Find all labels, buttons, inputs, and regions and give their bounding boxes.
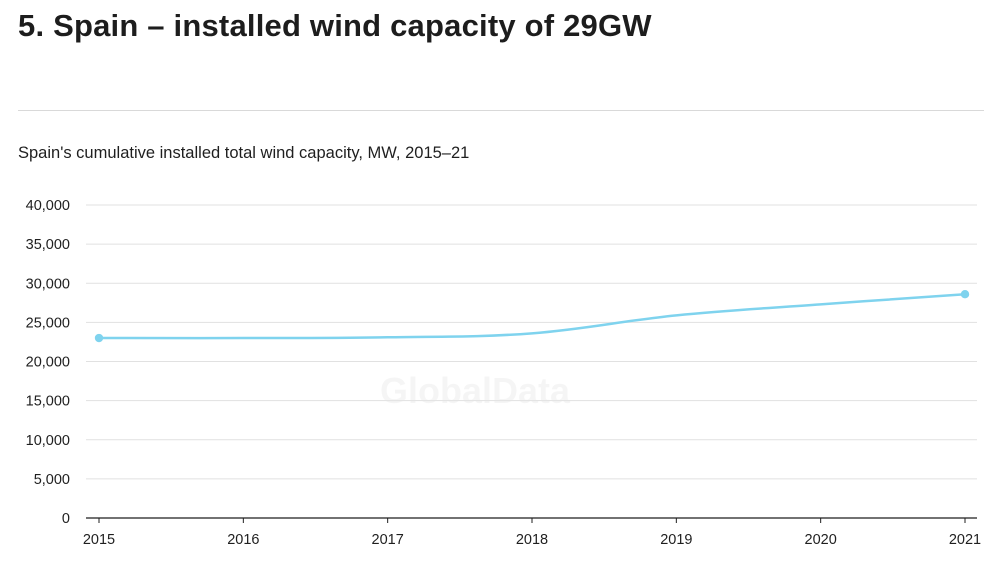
x-tick-label: 2021 xyxy=(949,532,981,548)
x-tick-label: 2020 xyxy=(805,532,837,548)
endpoint-marker xyxy=(94,333,104,343)
x-axis xyxy=(86,517,977,523)
y-tick-label: 40,000 xyxy=(26,198,70,214)
y-tick-label: 15,000 xyxy=(26,394,70,410)
y-tick-label: 35,000 xyxy=(26,237,70,253)
x-axis-ticks: 2015 2016 2017 2018 2019 2020 2021 xyxy=(83,532,981,548)
series-line xyxy=(97,292,967,340)
y-tick-label: 30,000 xyxy=(26,276,70,292)
y-tick-label: 20,000 xyxy=(26,355,70,371)
grid-lines xyxy=(86,204,977,480)
x-tick-label: 2017 xyxy=(372,532,404,548)
y-tick-label: 0 xyxy=(62,511,70,527)
y-tick-label: 10,000 xyxy=(26,433,70,449)
endpoint-marker xyxy=(960,290,970,299)
y-axis-ticks: 0 5,000 10,000 15,000 20,000 25,000 30,000 35,0… xyxy=(26,198,70,527)
x-tick-label: 2018 xyxy=(516,532,548,548)
series-wind-capacity xyxy=(94,290,970,343)
x-tick-label: 2015 xyxy=(83,532,115,548)
y-tick-label: 25,000 xyxy=(26,315,70,331)
page-title: 5. Spain – installed wind capacity of 29… xyxy=(18,8,652,43)
y-tick-label: 5,000 xyxy=(34,472,70,488)
title-divider xyxy=(18,110,984,111)
x-tick-label: 2019 xyxy=(660,532,692,548)
chart-title: Spain's cumulative installed total wind … xyxy=(18,144,470,162)
x-tick-label: 2016 xyxy=(227,532,259,548)
